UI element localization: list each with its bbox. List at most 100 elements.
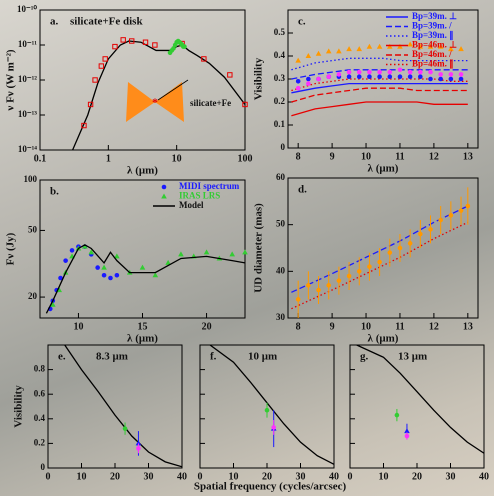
point <box>397 43 403 49</box>
point <box>377 74 382 79</box>
x-tick-label: 0 <box>46 471 51 482</box>
y-tick-label: 50 <box>28 224 38 234</box>
x-axis-label: λ (μm) <box>368 333 399 345</box>
point <box>407 74 413 79</box>
point <box>178 251 184 257</box>
y-tick-label: 0 <box>281 142 286 152</box>
point <box>407 69 413 75</box>
point <box>112 43 118 50</box>
point <box>387 69 393 75</box>
panel-title: 8.3 μm <box>96 351 128 363</box>
x-tick-label: 10 <box>379 471 389 482</box>
point <box>88 249 95 255</box>
point <box>316 287 321 293</box>
point <box>407 241 413 246</box>
point <box>367 69 372 75</box>
x-tick-label: 20 <box>110 471 120 482</box>
point <box>152 272 159 278</box>
x-tick-label: 11 <box>395 151 404 162</box>
point <box>387 250 393 255</box>
series-line <box>209 345 334 465</box>
x-tick-label: 20 <box>202 321 212 332</box>
y-axis-label: Visibility <box>13 385 25 428</box>
point <box>203 249 210 255</box>
point <box>87 101 94 108</box>
series-line <box>291 57 468 71</box>
point <box>227 72 233 78</box>
point <box>377 69 382 75</box>
x-tick-label: 20 <box>412 471 422 482</box>
point <box>50 301 56 307</box>
series-line <box>72 40 245 150</box>
point <box>102 56 108 62</box>
point <box>346 69 352 75</box>
legend-swatch <box>161 193 167 199</box>
y-tick-label: 0.1 <box>274 119 286 129</box>
x-tick-label: 10 <box>361 151 371 162</box>
y-tick-label: 10⁻¹¹ <box>18 39 37 49</box>
point <box>63 258 68 263</box>
point <box>135 440 142 446</box>
panel-title: 13 μm <box>398 351 427 363</box>
point <box>356 74 362 79</box>
point <box>69 248 75 253</box>
x-tick-label: 0 <box>198 471 203 482</box>
series-line <box>291 82 468 94</box>
panel-title: silicate+Fe disk <box>70 16 143 28</box>
x-tick-label: 9 <box>330 151 335 162</box>
point <box>139 264 146 270</box>
point <box>129 38 135 44</box>
point <box>114 272 120 278</box>
point <box>264 407 270 413</box>
panel-label: g. <box>360 351 369 363</box>
point <box>356 46 363 52</box>
legend-swatch <box>161 184 167 190</box>
point <box>407 41 413 47</box>
y-tick-label: 10⁻¹² <box>18 74 37 84</box>
point <box>394 412 400 418</box>
point <box>122 426 128 431</box>
panel-label: f. <box>210 351 217 363</box>
x-tick-label: 12 <box>429 151 439 162</box>
y-tick-label: 0 <box>41 462 46 472</box>
point <box>418 231 423 237</box>
x-tick-label: 30 <box>446 471 456 482</box>
point <box>336 278 342 283</box>
point <box>326 283 332 288</box>
x-tick-label: 10 <box>77 471 87 482</box>
point <box>92 77 98 83</box>
series-line <box>291 69 468 80</box>
legend-label: MIDI spectrum <box>179 181 240 191</box>
point <box>397 74 403 79</box>
legend-label: Bp=39m. ⊥ <box>412 11 457 21</box>
point <box>428 76 433 82</box>
x-tick-label: 1 <box>106 153 111 164</box>
point <box>387 74 393 79</box>
legend-label: IRAS LRS <box>179 191 220 201</box>
point <box>397 245 403 251</box>
plot-frame <box>39 9 246 151</box>
series-line <box>291 87 468 103</box>
legend-label: Bp=46m. / <box>412 49 452 59</box>
point <box>295 297 301 302</box>
point <box>458 72 464 77</box>
x-tick-label: 8 <box>296 151 301 162</box>
x-tick-label: 13 <box>463 321 473 332</box>
panel-label: d. <box>298 184 307 196</box>
y-tick-label: 0.2 <box>34 437 46 447</box>
point <box>306 81 311 86</box>
point <box>326 74 332 79</box>
point <box>404 433 410 439</box>
point <box>376 43 383 49</box>
x-axis-label: λ (μm) <box>127 165 158 177</box>
x-tick-label: 8 <box>296 321 301 332</box>
x-tick-label: 0 <box>348 471 353 482</box>
y-axis-label: Visibility <box>253 57 265 100</box>
point <box>448 72 454 77</box>
x-tick-label: 40 <box>329 471 339 482</box>
point <box>152 42 158 48</box>
legend-label: Bp=46m. ⊥ <box>412 40 457 50</box>
point <box>336 72 342 77</box>
point <box>448 46 454 52</box>
